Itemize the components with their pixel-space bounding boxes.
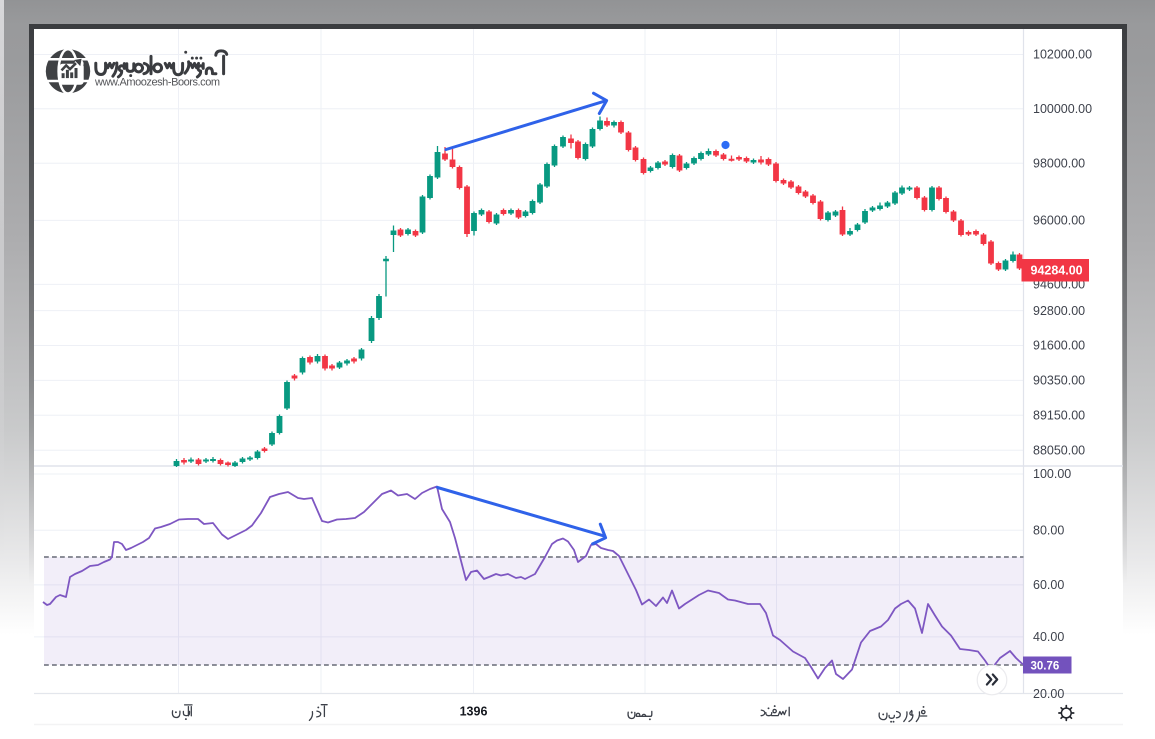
svg-text:94284.00: 94284.00	[1031, 264, 1083, 278]
svg-text:80.00: 80.00	[1033, 523, 1064, 537]
svg-text:60.00: 60.00	[1033, 578, 1064, 592]
svg-text:1396: 1396	[460, 705, 488, 719]
svg-text:89150.00: 89150.00	[1033, 409, 1085, 423]
svg-text:90350.00: 90350.00	[1033, 374, 1085, 388]
svg-text:91600.00: 91600.00	[1033, 339, 1085, 353]
svg-text:20.00: 20.00	[1033, 687, 1064, 701]
svg-text:100000.00: 100000.00	[1033, 102, 1092, 116]
svg-text:40.00: 40.00	[1033, 630, 1064, 644]
svg-text:98000.00: 98000.00	[1033, 157, 1085, 171]
svg-text:88050.00: 88050.00	[1033, 443, 1085, 457]
svg-text:102000.00: 102000.00	[1033, 48, 1092, 62]
svg-text:30.76: 30.76	[1031, 661, 1060, 673]
svg-text:www.Amoozesh-Boors.com: www.Amoozesh-Boors.com	[94, 77, 220, 89]
svg-text:100.00: 100.00	[1033, 467, 1071, 481]
svg-text:96000.00: 96000.00	[1033, 214, 1085, 228]
svg-text:92800.00: 92800.00	[1033, 304, 1085, 318]
